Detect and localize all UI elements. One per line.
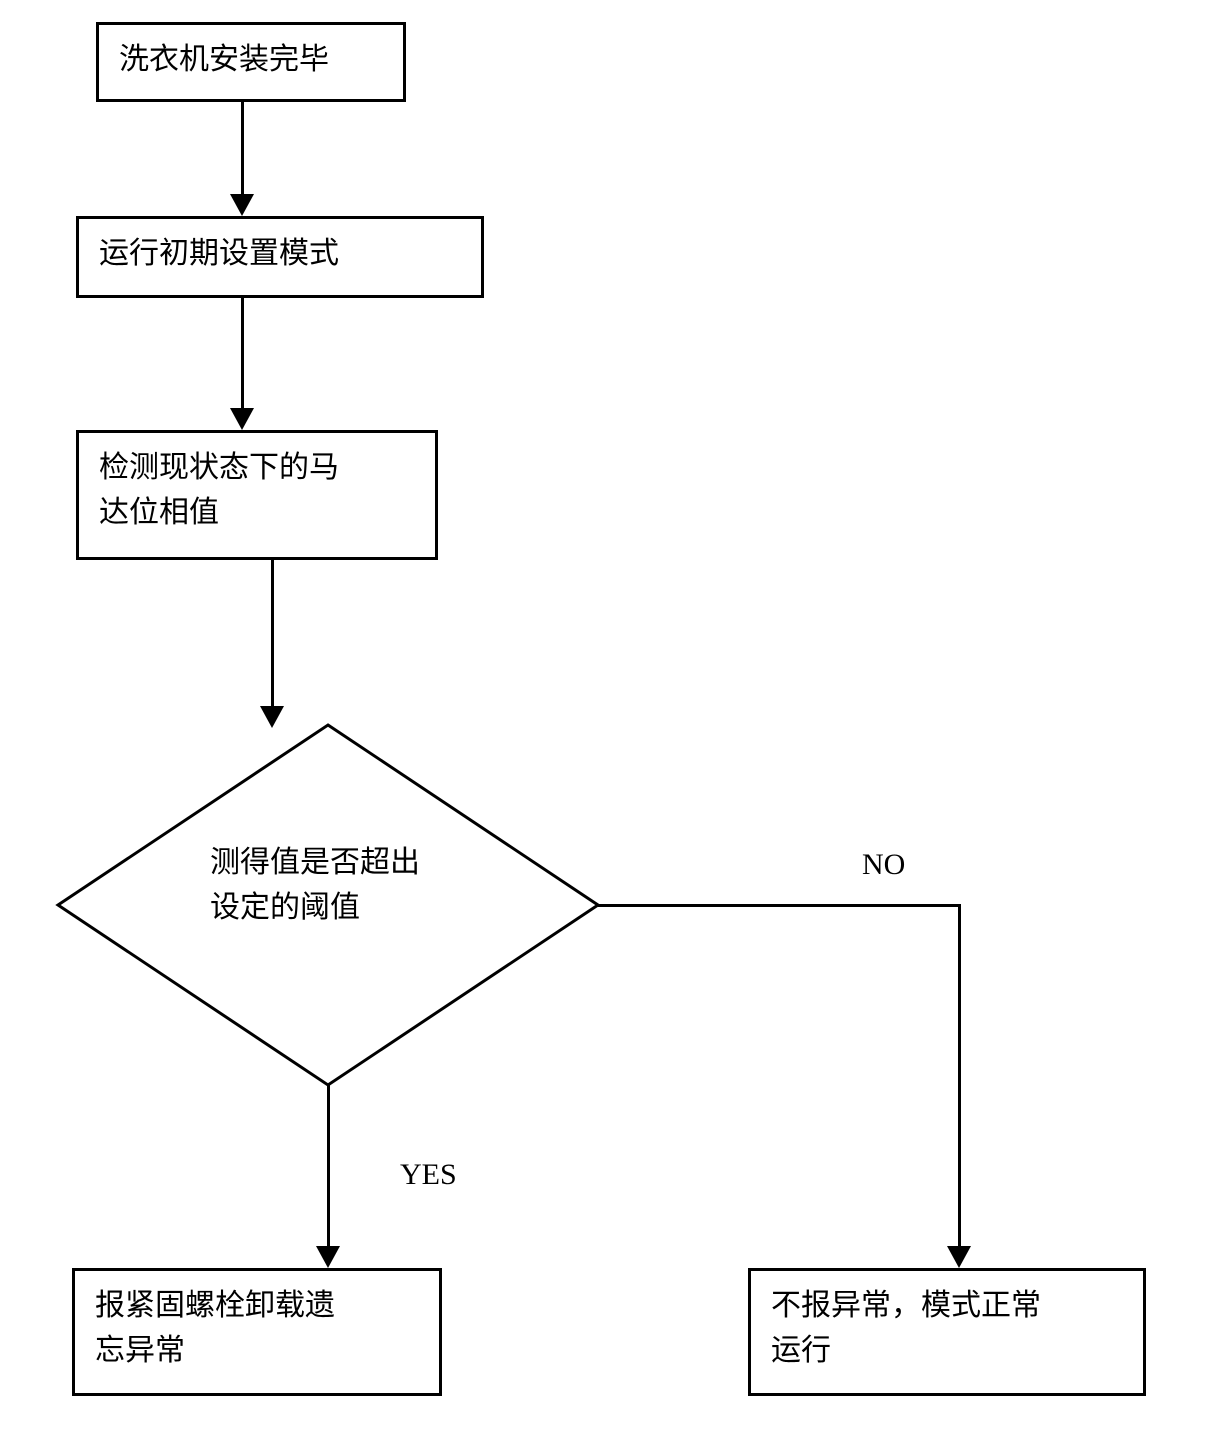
node-text: 检测现状态下的马 达位相值 bbox=[99, 445, 339, 535]
arrow-head-icon bbox=[947, 1246, 971, 1268]
node-text: 测得值是否超出 设定的阈值 bbox=[210, 840, 470, 930]
edge-line bbox=[598, 904, 960, 907]
node-text: 洗衣机安装完毕 bbox=[119, 37, 329, 82]
flow-node-init-mode: 运行初期设置模式 bbox=[76, 216, 484, 298]
edge-label-no: NO bbox=[862, 848, 905, 882]
flow-node-detect-phase: 检测现状态下的马 达位相值 bbox=[76, 430, 438, 560]
edge-line bbox=[327, 1085, 330, 1246]
edge-line bbox=[241, 298, 244, 408]
node-text: 运行初期设置模式 bbox=[99, 231, 339, 276]
node-text: 报紧固螺栓卸载遗 忘异常 bbox=[95, 1283, 335, 1373]
flow-node-alarm: 报紧固螺栓卸载遗 忘异常 bbox=[72, 1268, 442, 1396]
node-text: 不报异常，模式正常 运行 bbox=[771, 1283, 1041, 1373]
arrow-head-icon bbox=[230, 408, 254, 430]
edge-line bbox=[271, 560, 274, 706]
edge-label-yes: YES bbox=[400, 1158, 457, 1192]
arrow-head-icon bbox=[230, 194, 254, 216]
edge-line bbox=[958, 904, 961, 1246]
flow-node-start: 洗衣机安装完毕 bbox=[96, 22, 406, 102]
flow-node-normal: 不报异常，模式正常 运行 bbox=[748, 1268, 1146, 1396]
arrow-head-icon bbox=[316, 1246, 340, 1268]
edge-line bbox=[241, 102, 244, 194]
